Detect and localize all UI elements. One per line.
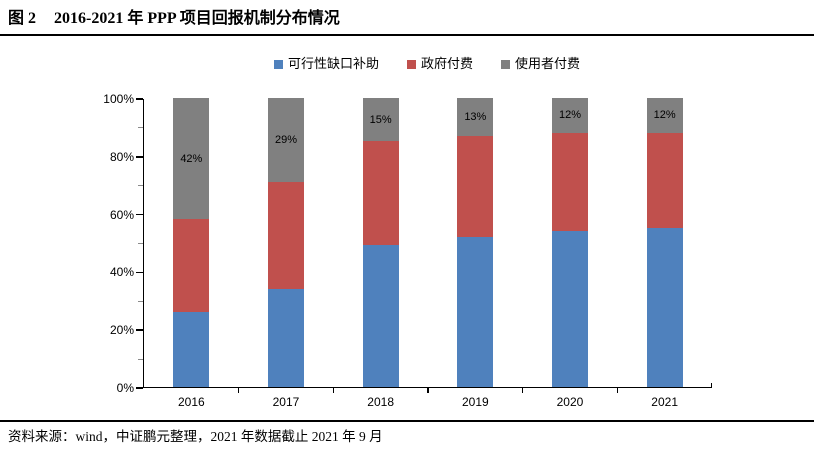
y-axis-minor-tick (138, 358, 143, 360)
legend-item-government-payment: 政府付费 (406, 56, 473, 72)
y-axis-tick-label: 60% (109, 207, 134, 222)
bar-column-2017: 29% (268, 98, 304, 387)
x-axis-category-label: 2018 (367, 395, 394, 409)
x-axis-category-label: 2020 (556, 395, 584, 409)
bar-segment (362, 245, 399, 387)
y-axis-minor-tick (138, 127, 143, 129)
y-axis-minor-tick (138, 185, 143, 187)
bar-segment (646, 132, 683, 229)
y-axis-minor-tick (138, 300, 143, 302)
plot-area: 0% 20% 40% 60% 80% 100% 42% 2016 29% 2017 15% 2018 1… (103, 92, 712, 409)
bar-segment (646, 228, 683, 387)
legend-swatch-gray (501, 59, 510, 69)
figure-number-label: 图 2 (8, 10, 37, 27)
x-axis-category-label: 2019 (461, 395, 489, 409)
x-axis-boundary-tick (616, 388, 619, 393)
x-axis-category-label: 2017 (272, 395, 300, 409)
legend-label: 使用者付费 (515, 56, 581, 71)
legend-label: 可行性缺口补助 (287, 56, 379, 71)
bar-segment: 15% (362, 98, 399, 142)
bar-column-2019: 13% (457, 98, 494, 387)
title-divider (0, 34, 814, 36)
bar-segment (457, 236, 494, 387)
bar-segment (457, 135, 494, 237)
chart-legend: 可行性缺口补助 政府付费 使用者付费 (143, 56, 711, 72)
y-axis-tick-label: 100% (103, 92, 134, 106)
y-axis-major-tick (136, 387, 143, 389)
x-axis-end-tick (710, 383, 712, 388)
y-axis-major-tick (136, 213, 143, 216)
bar-data-label: 15% (369, 113, 392, 126)
y-axis-tick-label: 80% (109, 149, 134, 164)
y-axis-major-tick (136, 98, 143, 100)
bar-segment (552, 230, 588, 387)
bar-data-label: 42% (180, 152, 203, 165)
y-axis-tick-label: 0% (116, 381, 134, 395)
bar-segment (268, 181, 304, 289)
bar-segment: 13% (457, 98, 494, 136)
legend-item-viability-gap-subsidy: 可行性缺口补助 (273, 56, 379, 72)
y-axis-major-tick (136, 271, 143, 274)
y-axis-major-tick (136, 329, 143, 331)
source-note: 资料来源：wind，中证鹏元整理，2021 年数据截止 2021 年 9 月 (8, 429, 383, 444)
bar-segment (173, 311, 210, 387)
bar-segment (362, 141, 399, 246)
x-axis-boundary-tick (521, 388, 524, 393)
bar-segment: 12% (552, 98, 588, 133)
y-axis-major-tick (136, 156, 143, 158)
x-axis-boundary-tick (332, 388, 335, 393)
bar-column-2016: 42% (173, 98, 210, 387)
y-axis-minor-tick (138, 243, 143, 244)
bar-segment (268, 288, 304, 387)
figure-title-text: 2016-2021 年 PPP 项目回报机制分布情况 (54, 10, 340, 27)
bar-column-2020: 12% (552, 98, 588, 387)
x-axis-category-label: 2016 (177, 395, 205, 409)
bar-column-2021: 12% (646, 98, 683, 387)
legend-item-user-payment: 使用者付费 (501, 56, 580, 72)
bar-column-2018: 15% (362, 98, 399, 387)
bar-segment (552, 132, 588, 231)
bar-data-label: 13% (464, 110, 487, 123)
legend-swatch-red (406, 59, 416, 69)
bar-segment: 42% (173, 98, 210, 220)
figure-title: 图 2 2016-2021 年 PPP 项目回报机制分布情况 (8, 7, 340, 31)
bar-data-label: 12% (558, 109, 582, 122)
bar-segment: 12% (646, 98, 683, 133)
x-axis-category-label: 2021 (651, 395, 678, 409)
x-axis-boundary-tick (427, 388, 429, 393)
legend-swatch-blue (273, 59, 283, 69)
y-axis-tick-label: 40% (109, 265, 134, 280)
bar-data-label: 29% (274, 133, 298, 146)
y-axis-tick-label: 20% (109, 323, 134, 338)
bar-segment: 29% (268, 98, 304, 182)
x-axis-boundary-tick (237, 388, 240, 393)
bar-segment (173, 219, 210, 312)
bar-data-label: 12% (653, 109, 676, 122)
source-divider (0, 420, 814, 422)
legend-label: 政府付费 (420, 56, 473, 71)
